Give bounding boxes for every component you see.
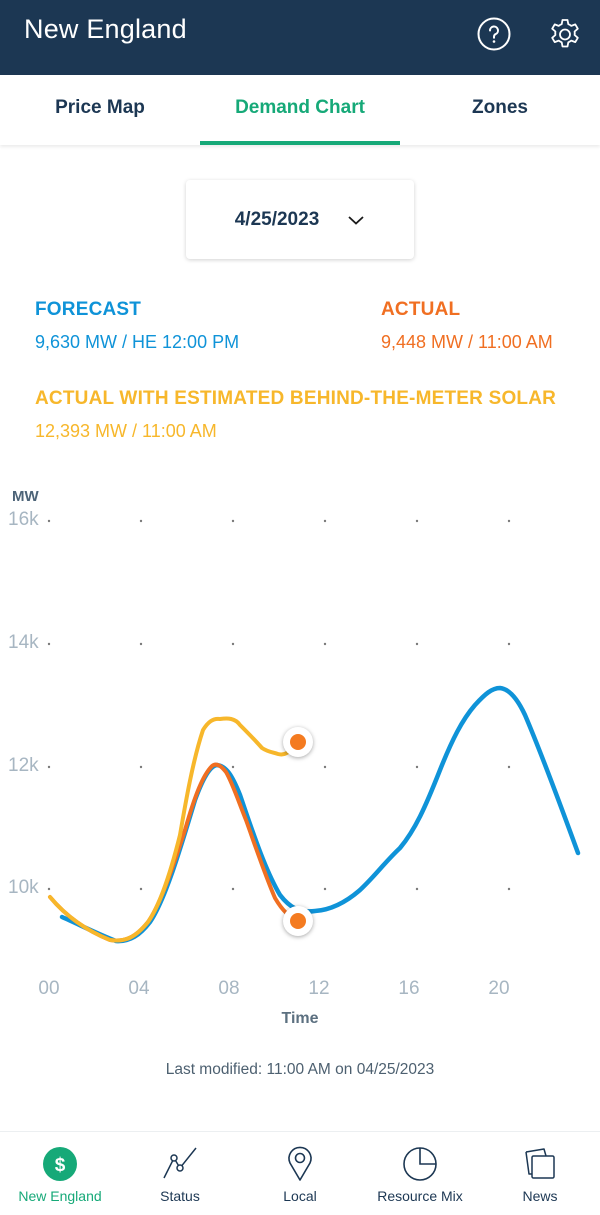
date-value: 4/25/2023 bbox=[234, 208, 320, 230]
nav-status[interactable]: Status bbox=[120, 1132, 240, 1215]
forecast-line bbox=[59, 685, 581, 944]
y-axis-label: MW bbox=[12, 488, 39, 505]
app-header: New England bbox=[0, 0, 600, 75]
tab-price-map[interactable]: Price Map bbox=[55, 97, 145, 118]
demand-chart[interactable]: MW 16k 14k 12k 10k 00 04 08 12 16 20 T bbox=[0, 480, 600, 1040]
nav-label: News bbox=[522, 1188, 558, 1204]
forecast-label: FORECAST bbox=[35, 299, 142, 320]
news-icon bbox=[525, 1148, 555, 1179]
nav-label: Local bbox=[283, 1188, 317, 1204]
nav-label: Resource Mix bbox=[377, 1188, 463, 1204]
help-icon[interactable] bbox=[476, 16, 512, 52]
btm-solar-label: ACTUAL WITH ESTIMATED BEHIND-THE-METER S… bbox=[35, 388, 557, 409]
chevron-down-icon bbox=[348, 215, 364, 225]
actual-value: 9,448 MW / 11:00 AM bbox=[381, 332, 553, 352]
x-tick-08: 08 bbox=[218, 978, 240, 999]
btm-solar-value: 12,393 MW / 11:00 AM bbox=[35, 421, 217, 441]
y-tick-14k: 14k bbox=[8, 632, 39, 653]
x-tick-12: 12 bbox=[308, 978, 330, 999]
gear-icon[interactable] bbox=[547, 16, 583, 52]
app-title: New England bbox=[24, 14, 187, 44]
bottom-nav: $ New England Status Local Resource Mix … bbox=[0, 1131, 600, 1215]
x-tick-20: 20 bbox=[488, 978, 510, 999]
date-picker[interactable]: 4/25/2023 bbox=[186, 180, 414, 259]
svg-text:$: $ bbox=[55, 1155, 66, 1176]
btm-solar-marker[interactable] bbox=[283, 727, 313, 757]
last-modified-note: Last modified: 11:00 AM on 04/25/2023 bbox=[165, 1061, 435, 1078]
y-tick-16k: 16k bbox=[8, 509, 39, 530]
x-tick-16: 16 bbox=[398, 978, 420, 999]
x-axis-label: Time bbox=[281, 1010, 319, 1027]
x-tick-00: 00 bbox=[38, 978, 60, 999]
nav-local[interactable]: Local bbox=[240, 1132, 360, 1215]
tab-zones[interactable]: Zones bbox=[472, 97, 528, 118]
x-tick-04: 04 bbox=[128, 978, 150, 999]
tab-bar: Price Map Demand Chart Zones bbox=[0, 75, 600, 145]
nav-resource-mix[interactable]: Resource Mix bbox=[360, 1132, 480, 1215]
pie-chart-icon bbox=[403, 1147, 437, 1181]
grid-dots bbox=[47, 519, 511, 891]
nav-news[interactable]: News bbox=[480, 1132, 600, 1215]
actual-label: ACTUAL bbox=[381, 299, 461, 320]
tab-demand-chart[interactable]: Demand Chart bbox=[200, 75, 400, 145]
location-pin-icon bbox=[288, 1146, 312, 1181]
dollar-icon: $ bbox=[43, 1147, 77, 1181]
y-tick-10k: 10k bbox=[8, 877, 39, 898]
nav-label: Status bbox=[160, 1188, 200, 1204]
chart-plot bbox=[47, 519, 581, 944]
line-chart-icon bbox=[163, 1147, 197, 1179]
forecast-value: 9,630 MW / HE 12:00 PM bbox=[35, 332, 240, 352]
nav-label: New England bbox=[18, 1188, 102, 1204]
nav-new-england[interactable]: $ New England bbox=[0, 1132, 120, 1215]
actual-marker[interactable] bbox=[283, 906, 313, 936]
y-tick-12k: 12k bbox=[8, 755, 39, 776]
btm-solar-line bbox=[48, 716, 300, 943]
